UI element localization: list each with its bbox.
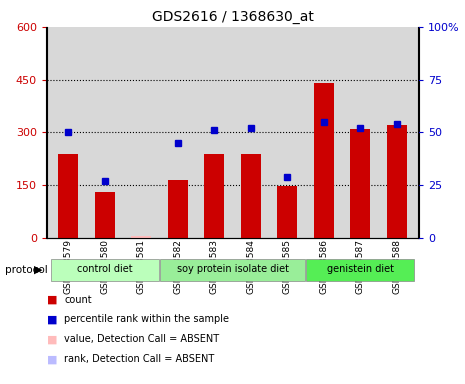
- Text: rank, Detection Call = ABSENT: rank, Detection Call = ABSENT: [64, 354, 214, 364]
- Text: protocol: protocol: [5, 265, 47, 275]
- Bar: [168, 180, 188, 238]
- Bar: [58, 154, 79, 238]
- Bar: [95, 192, 115, 238]
- Text: ▶: ▶: [33, 265, 42, 275]
- Text: value, Detection Call = ABSENT: value, Detection Call = ABSENT: [64, 334, 219, 344]
- Bar: [386, 126, 407, 238]
- Bar: [306, 258, 414, 281]
- Text: percentile rank within the sample: percentile rank within the sample: [64, 314, 229, 324]
- Text: ■: ■: [46, 295, 57, 305]
- Bar: [277, 186, 297, 238]
- Bar: [314, 83, 334, 238]
- Bar: [350, 129, 370, 238]
- Bar: [131, 236, 151, 238]
- Title: GDS2616 / 1368630_at: GDS2616 / 1368630_at: [152, 10, 313, 25]
- Bar: [51, 258, 159, 281]
- Text: count: count: [64, 295, 92, 305]
- Text: soy protein isolate diet: soy protein isolate diet: [177, 264, 288, 274]
- Text: ■: ■: [46, 334, 57, 344]
- Text: control diet: control diet: [77, 264, 133, 274]
- Text: ■: ■: [46, 314, 57, 324]
- Text: ■: ■: [46, 354, 57, 364]
- Bar: [160, 258, 305, 281]
- Bar: [241, 154, 261, 238]
- Text: genistein diet: genistein diet: [326, 264, 394, 274]
- Bar: [204, 154, 224, 238]
